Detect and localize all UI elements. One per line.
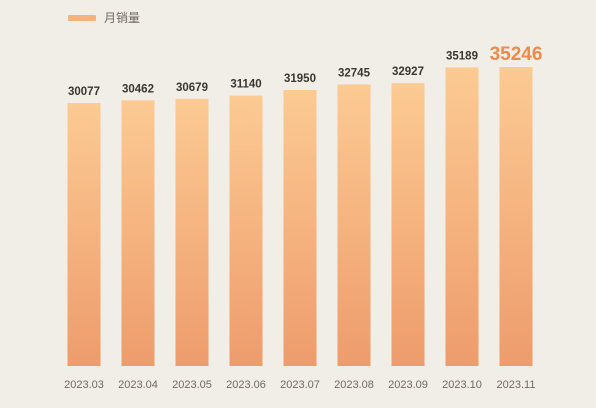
bar-2023.10 [445,67,479,367]
x-tick-2023.08: 2023.08 [334,379,374,391]
x-tick-2023.04: 2023.04 [118,379,158,391]
legend: 月销量 [68,11,140,25]
value-label-2023.10: 35189 [446,50,478,62]
bar-2023.11 [499,67,533,366]
bar-2023.09 [391,83,425,366]
bar-2023.03 [67,103,101,366]
x-tick-2023.11: 2023.11 [497,379,536,391]
value-label-2023.11: 35246 [490,44,543,65]
x-tick-2023.10: 2023.10 [442,379,482,391]
value-labels: 30077 30462 30679 31140 31950 32745 32927 35189… [68,44,542,98]
bar-2023.04 [121,100,155,367]
x-tick-2023.09: 2023.09 [388,379,428,391]
bar-2023.07 [283,90,317,366]
value-label-2023.04: 30462 [122,83,154,95]
value-label-2023.09: 32927 [392,66,424,78]
value-label-2023.05: 30679 [176,82,208,94]
value-label-2023.06: 31140 [230,79,261,91]
legend-label: 月销量 [104,11,140,25]
value-label-2023.03: 30077 [68,86,100,98]
value-label-2023.08: 32745 [338,67,371,79]
x-tick-2023.03: 2023.03 [64,379,104,391]
bars [67,67,533,367]
x-tick-2023.07: 2023.07 [280,379,320,391]
value-label-2023.07: 31950 [284,73,316,85]
x-tick-2023.06: 2023.06 [226,379,266,391]
x-tick-2023.05: 2023.05 [172,379,212,391]
bar-2023.08 [337,84,371,367]
bar-2023.05 [175,98,209,367]
x-axis-ticks: 2023.03 2023.04 2023.05 2023.06 2023.07 2023.… [64,379,535,391]
bar-2023.06 [229,95,263,366]
legend-swatch [68,15,96,21]
